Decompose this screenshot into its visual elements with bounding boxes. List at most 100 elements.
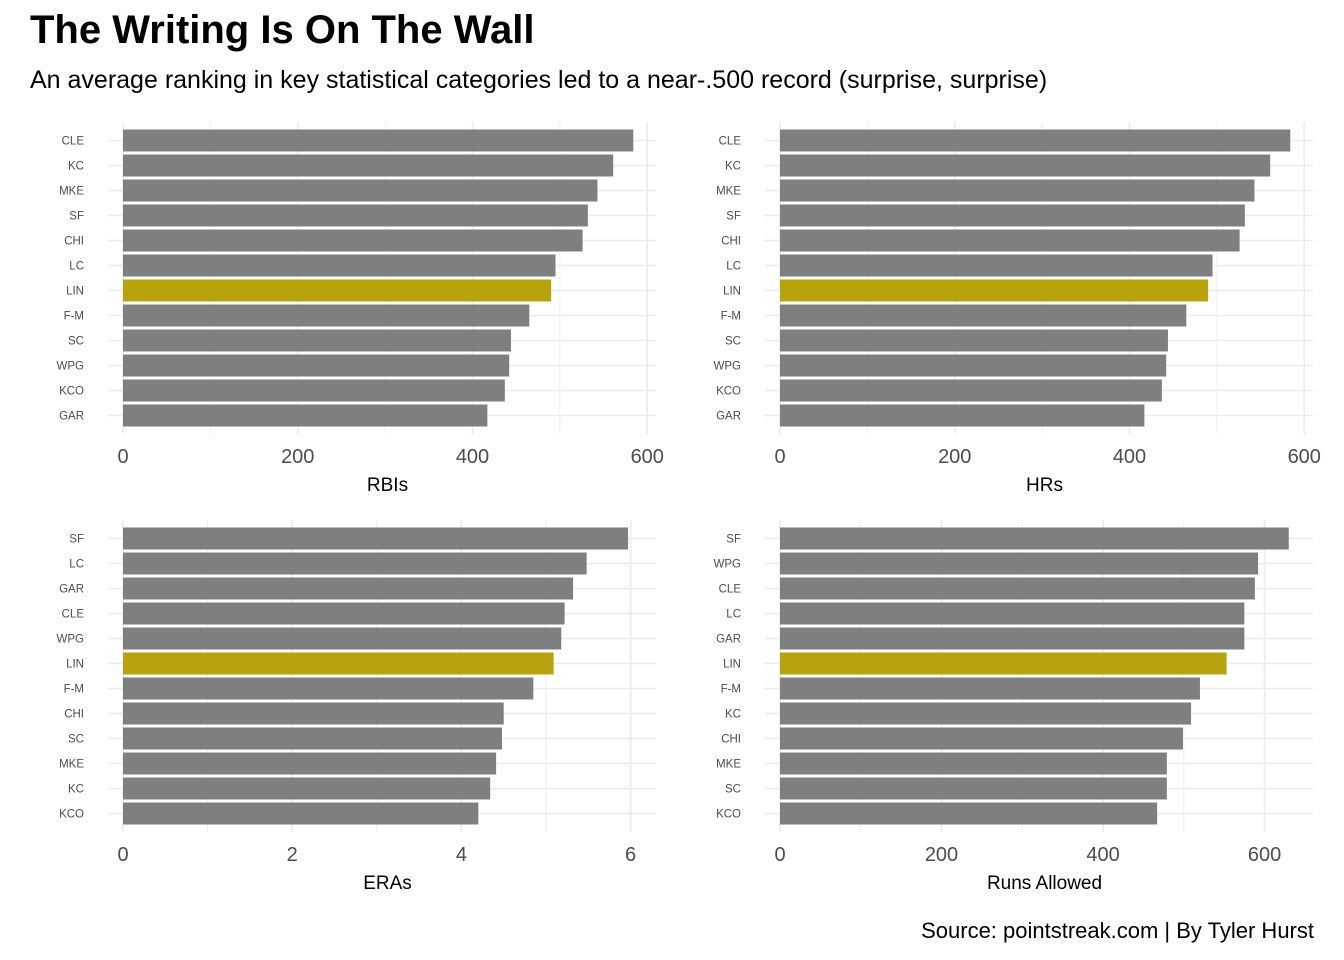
- bar-chi: [123, 229, 583, 252]
- bar-mke: [780, 752, 1167, 775]
- bar-sc: [780, 777, 1167, 800]
- bar-kco: [780, 802, 1158, 825]
- chart-title: The Writing Is On The Wall: [30, 8, 535, 52]
- category-label: GAR: [59, 411, 84, 423]
- bar-sc: [123, 727, 503, 750]
- x-tick-label: 600: [1248, 844, 1281, 866]
- bar-sc: [123, 329, 511, 352]
- x-tick-label: 600: [631, 446, 664, 468]
- category-label: KC: [725, 709, 741, 721]
- category-label: KCO: [716, 809, 741, 821]
- category-label: LC: [726, 261, 741, 273]
- x-tick-label: 6: [625, 844, 636, 866]
- bar-lc: [123, 254, 556, 277]
- x-tick-label: 0: [774, 446, 785, 468]
- category-label: KCO: [59, 386, 84, 398]
- category-label: SF: [69, 211, 84, 223]
- category-label: MKE: [59, 186, 84, 198]
- bar-cle: [780, 129, 1291, 152]
- bar-kc: [123, 777, 491, 800]
- bar-sf: [123, 204, 588, 227]
- bar-kco: [123, 802, 479, 825]
- bar-lin: [780, 652, 1227, 675]
- category-label: LIN: [723, 286, 741, 298]
- x-tick-label: 0: [117, 844, 128, 866]
- category-label: SF: [726, 534, 741, 546]
- bar-lc: [780, 254, 1213, 277]
- bar-gar: [123, 404, 488, 427]
- bar-kco: [780, 379, 1162, 402]
- bar-lin: [780, 279, 1209, 302]
- category-label: GAR: [716, 634, 741, 646]
- bar-kc: [780, 154, 1271, 177]
- category-label: WPG: [714, 361, 742, 373]
- category-label: CLE: [719, 136, 742, 148]
- source-caption: Source: pointstreak.com | By Tyler Hurst: [921, 918, 1314, 943]
- category-label: MKE: [716, 186, 741, 198]
- chart-panel-rbis: CLE KC MKE SF CHI LC LIN F-M SC WPG KCO GAR 0 200 400 6…: [57, 122, 664, 496]
- bar-sc: [780, 329, 1168, 352]
- bar-gar: [780, 404, 1145, 427]
- category-label: F-M: [721, 311, 741, 323]
- bar-chi: [780, 229, 1240, 252]
- category-label: WPG: [57, 634, 85, 646]
- x-axis-title: ERAs: [363, 873, 412, 894]
- bar-sf: [780, 527, 1289, 550]
- category-label: KCO: [716, 386, 741, 398]
- bar-chi: [123, 702, 504, 725]
- bar-lc: [780, 602, 1245, 625]
- category-label: MKE: [59, 759, 84, 771]
- category-label: CHI: [64, 709, 84, 721]
- bar-f-m: [123, 304, 530, 327]
- bar-f-m: [780, 677, 1200, 700]
- bar-lin: [123, 279, 552, 302]
- bar-mke: [780, 179, 1255, 202]
- category-label: LIN: [66, 659, 84, 671]
- x-tick-label: 200: [281, 446, 314, 468]
- category-label: CLE: [62, 609, 85, 621]
- category-label: LC: [69, 261, 84, 273]
- bar-lc: [123, 552, 587, 575]
- bar-chi: [780, 727, 1183, 750]
- category-label: LIN: [66, 286, 84, 298]
- bar-f-m: [123, 677, 534, 700]
- x-tick-label: 0: [774, 844, 785, 866]
- x-axis-title: Runs Allowed: [987, 873, 1102, 894]
- category-label: CLE: [719, 584, 742, 596]
- category-label: LC: [726, 609, 741, 621]
- category-label: WPG: [714, 559, 742, 571]
- x-tick-label: 2: [287, 844, 298, 866]
- category-label: KC: [68, 161, 84, 173]
- chart-panel-hrs: CLE KC MKE SF CHI LC LIN F-M SC WPG KCO GAR 0 200 400 6…: [714, 122, 1321, 496]
- x-tick-label: 200: [925, 844, 958, 866]
- bar-kc: [123, 154, 614, 177]
- x-axis-title: RBIs: [367, 475, 408, 496]
- category-label: GAR: [716, 411, 741, 423]
- bar-mke: [123, 752, 497, 775]
- category-label: SF: [69, 534, 84, 546]
- x-tick-label: 600: [1288, 446, 1321, 468]
- bar-cle: [123, 602, 565, 625]
- bar-gar: [123, 577, 574, 600]
- chart-panel-runs-allowed: SF WPG CLE LC GAR LIN F-M KC CHI MKE SC KCO 0 200 400 6…: [714, 520, 1313, 894]
- category-label: WPG: [57, 361, 85, 373]
- bar-lin: [123, 652, 554, 675]
- category-label: LIN: [723, 659, 741, 671]
- bar-cle: [123, 129, 634, 152]
- x-tick-label: 0: [117, 446, 128, 468]
- category-label: CHI: [721, 236, 741, 248]
- category-label: F-M: [64, 684, 84, 696]
- category-label: CLE: [62, 136, 85, 148]
- category-label: LC: [69, 559, 84, 571]
- bar-wpg: [123, 627, 562, 650]
- category-label: CHI: [64, 236, 84, 248]
- bar-sf: [780, 204, 1245, 227]
- category-label: SC: [68, 734, 84, 746]
- bar-wpg: [780, 354, 1167, 377]
- category-label: KC: [68, 784, 84, 796]
- bar-cle: [780, 577, 1255, 600]
- x-tick-label: 400: [456, 446, 489, 468]
- bar-sf: [123, 527, 629, 550]
- x-tick-label: 400: [1086, 844, 1119, 866]
